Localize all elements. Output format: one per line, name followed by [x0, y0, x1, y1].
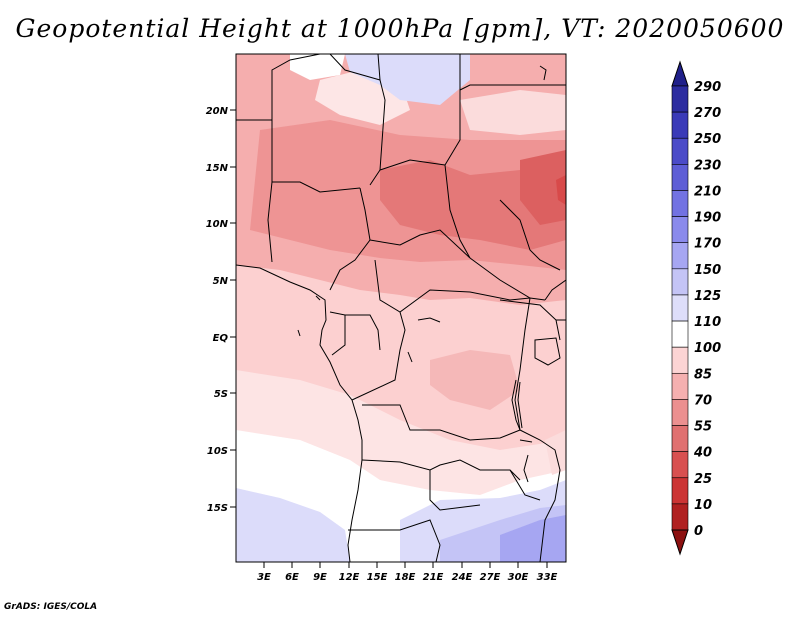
colorbar-label: 125 [694, 289, 721, 304]
lon-tick-label: 6E [285, 572, 299, 583]
colorbar-segment [671, 372, 689, 400]
plot-frame [235, 53, 567, 563]
lat-tick-label: 10N [206, 219, 229, 230]
colorbar-segment [671, 477, 689, 505]
lon-tick-label: 24E [452, 572, 473, 583]
colorbar-segment [671, 425, 689, 452]
lon-axis: 3E 6E 9E 12E 15E 18E 21E 24E 27E 30E 33E [257, 562, 558, 583]
lon-tick-label: 3E [257, 572, 271, 583]
lat-tick-label: 5S [214, 389, 228, 400]
height-field [236, 54, 566, 562]
colorbar-segment [671, 190, 689, 217]
colorbar-label: 170 [694, 237, 721, 252]
colorbar-bottom-arrow [671, 529, 689, 556]
colorbar-label: 40 [693, 446, 712, 461]
lat-tick-label: 15N [206, 163, 229, 174]
colorbar-label: 230 [694, 158, 721, 173]
colorbar-segments [671, 85, 689, 531]
colorbar-segment [671, 164, 689, 191]
lat-tick-label: 10S [207, 446, 228, 457]
country-borders [236, 54, 566, 562]
lon-tick-label: 33E [537, 572, 558, 583]
colorbar-segment [671, 503, 689, 531]
colorbar-label: 290 [694, 80, 721, 95]
colorbar-label: 10 [694, 498, 712, 513]
colorbar-label: 190 [694, 211, 721, 226]
lon-tick-label: 12E [339, 572, 360, 583]
lat-axis: 20N 15N 10N 5N EQ 5S 10S 15S [206, 106, 236, 514]
lat-tick-label: 15S [207, 503, 228, 514]
colorbar-label: 150 [694, 263, 721, 278]
colorbar-segment [671, 320, 689, 348]
colorbar-label: 110 [694, 315, 721, 330]
colorbar-label: 270 [694, 106, 721, 121]
lon-tick-label: 30E [508, 572, 529, 583]
colorbar-label: 70 [694, 393, 712, 408]
colorbar-label: 250 [694, 132, 721, 147]
colorbar-segment [671, 85, 689, 113]
lon-tick-label: 9E [313, 572, 327, 583]
colorbar-segment [671, 242, 689, 270]
lat-tick-label: 20N [206, 106, 229, 117]
colorbar-segment [671, 268, 689, 296]
colorbar-label: 25 [694, 472, 712, 487]
colorbar-segment [671, 294, 689, 322]
colorbar-label: 85 [694, 367, 712, 382]
lon-tick-label: 18E [395, 572, 416, 583]
colorbar-segment [671, 216, 689, 244]
colorbar-top-arrow [671, 60, 689, 87]
grads-credit: GrADS: IGES/COLA [4, 602, 98, 612]
colorbar-label: 210 [694, 184, 721, 199]
colorbar-segment [671, 346, 689, 374]
colorbar-segment [671, 137, 689, 165]
lat-tick-label: 5N [213, 276, 229, 287]
map-title: Geopotential Height at 1000hPa [gpm], VT… [15, 14, 785, 43]
colorbar-labels: 2902702502302101901701501251101008570554… [693, 80, 721, 539]
colorbar-segment [671, 399, 689, 426]
lon-tick-label: 21E [423, 572, 444, 583]
colorbar-label: 0 [694, 524, 703, 539]
colorbar-segment [671, 451, 689, 479]
lat-tick-label: EQ [213, 333, 229, 344]
colorbar-label: 100 [694, 341, 721, 356]
lon-tick-label: 15E [367, 572, 388, 583]
lon-tick-label: 27E [480, 572, 501, 583]
colorbar: 2902702502302101901701501251101008570554… [671, 60, 721, 556]
colorbar-segment [671, 111, 689, 139]
colorbar-label: 55 [694, 420, 712, 435]
